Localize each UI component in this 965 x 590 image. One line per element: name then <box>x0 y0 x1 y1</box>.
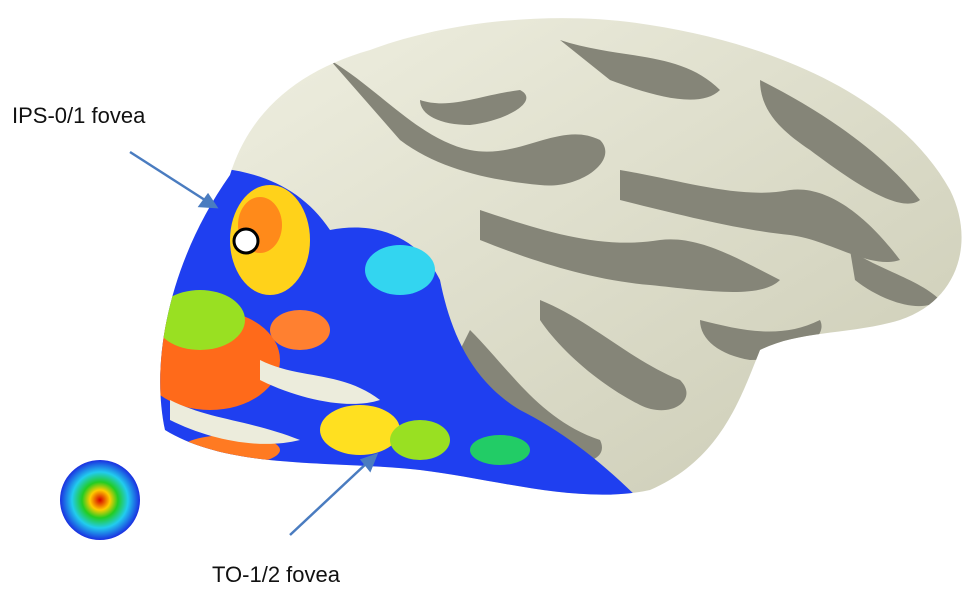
arrow-ips <box>130 152 208 202</box>
color-legend <box>60 460 140 540</box>
fovea-marker <box>234 229 258 253</box>
brain-surface <box>140 0 965 520</box>
arrow-to <box>290 462 368 535</box>
figure: IPS-0/1 fovea TO-1/2 fovea <box>0 0 965 590</box>
label-ips: IPS-0/1 fovea <box>12 103 146 128</box>
label-to: TO-1/2 fovea <box>212 562 341 587</box>
